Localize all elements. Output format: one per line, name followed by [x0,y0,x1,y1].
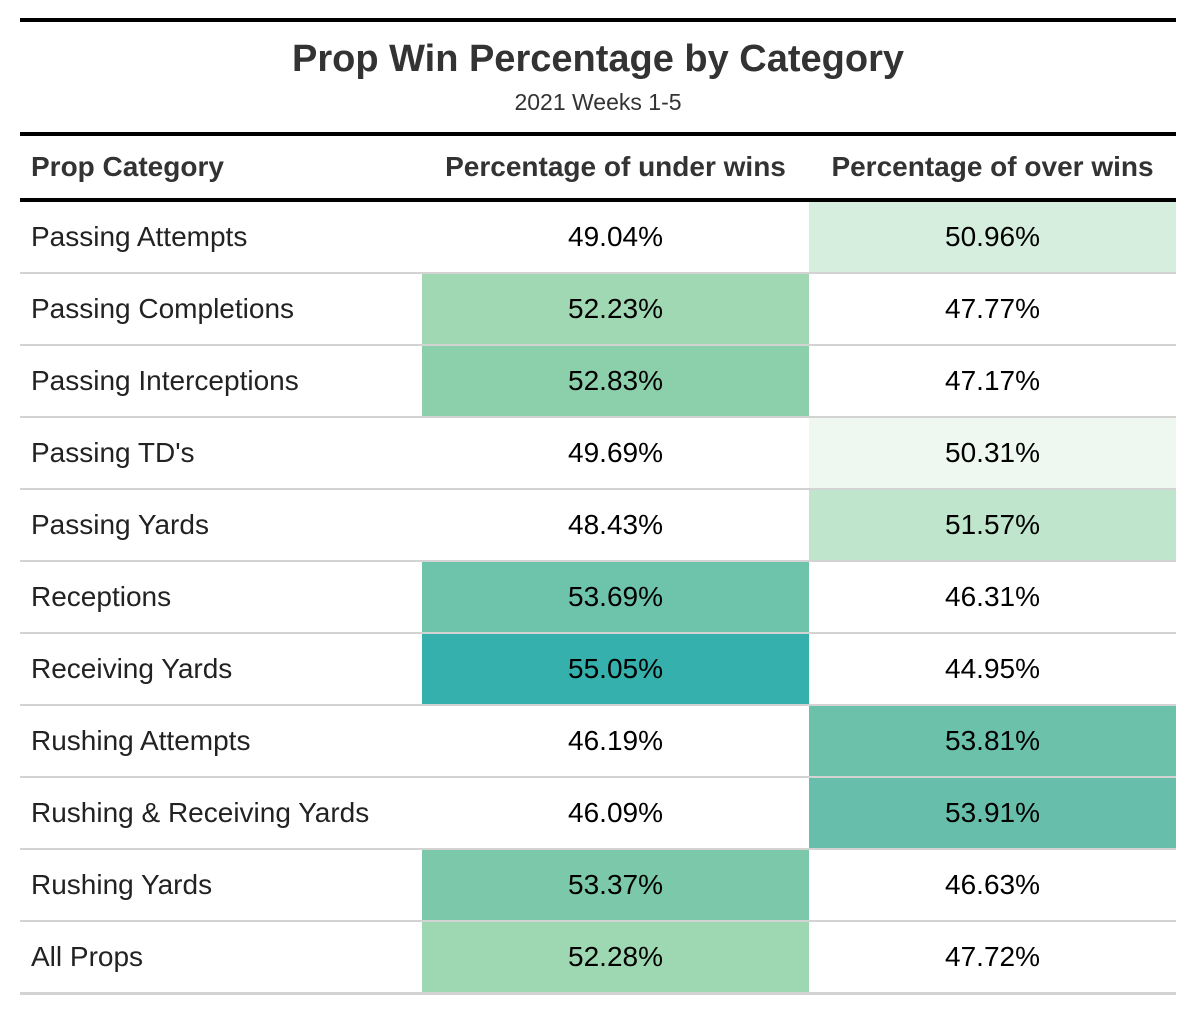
table-row: Passing Yards 48.43% 51.57% [20,489,1176,562]
row-under-value: 52.83% [422,345,809,418]
row-under-value: 49.04% [422,202,809,274]
row-category: Rushing Yards [20,849,422,922]
row-category: Rushing & Receiving Yards [20,777,422,850]
row-under-value: 55.05% [422,633,809,706]
table-row: Rushing Yards 53.37% 46.63% [20,849,1176,922]
row-over-value: 51.57% [809,489,1176,562]
row-over-value: 53.91% [809,777,1176,850]
table-row: Passing Completions 52.23% 47.77% [20,273,1176,346]
header-row: Prop Category Percentage of under wins P… [20,136,1176,198]
row-category: Rushing Attempts [20,705,422,778]
row-category: Receptions [20,561,422,634]
row-category: Receiving Yards [20,633,422,706]
table-row: Rushing Attempts 46.19% 53.81% [20,705,1176,778]
row-under-value: 52.28% [422,921,809,995]
row-over-value: 46.31% [809,561,1176,634]
table-row: Passing Attempts 49.04% 50.96% [20,202,1176,274]
data-table: Prop Category Percentage of under wins P… [20,136,1176,995]
row-under-value: 53.37% [422,849,809,922]
row-over-value: 50.96% [809,202,1176,274]
table-row: Passing TD's 49.69% 50.31% [20,417,1176,490]
row-under-value: 49.69% [422,417,809,490]
row-category: Passing Yards [20,489,422,562]
chart-subtitle: 2021 Weeks 1-5 [514,89,682,115]
table-row: Passing Interceptions 52.83% 47.17% [20,345,1176,418]
table-row: Receiving Yards 55.05% 44.95% [20,633,1176,706]
header-top-rule [20,132,1176,136]
column-header-under: Percentage of under wins [445,151,786,182]
row-over-value: 53.81% [809,705,1176,778]
header-bottom-rule [20,198,1176,202]
column-header-over: Percentage of over wins [831,151,1154,182]
row-over-value: 47.77% [809,273,1176,346]
row-category: Passing TD's [20,417,422,490]
row-under-value: 46.19% [422,705,809,778]
row-under-value: 46.09% [422,777,809,850]
row-over-value: 47.17% [809,345,1176,418]
header-rule-row [20,198,1176,202]
table-row: Rushing & Receiving Yards 46.09% 53.91% [20,777,1176,850]
row-under-value: 53.69% [422,561,809,634]
row-over-value: 46.63% [809,849,1176,922]
top-rule [20,18,1176,22]
row-over-value: 50.31% [809,417,1176,490]
row-category: Passing Interceptions [20,345,422,418]
row-category: All Props [20,921,422,995]
chart-container: Prop Win Percentage by Category 2021 Wee… [20,18,1176,995]
row-under-value: 48.43% [422,489,809,562]
table-row: All Props 52.28% 47.72% [20,921,1176,995]
row-category: Passing Attempts [20,202,422,274]
table-row: Receptions 53.69% 46.31% [20,561,1176,634]
row-under-value: 52.23% [422,273,809,346]
row-over-value: 47.72% [809,921,1176,995]
column-header-category: Prop Category [31,151,224,182]
row-over-value: 44.95% [809,633,1176,706]
chart-title: Prop Win Percentage by Category [291,38,905,80]
row-category: Passing Completions [20,273,422,346]
